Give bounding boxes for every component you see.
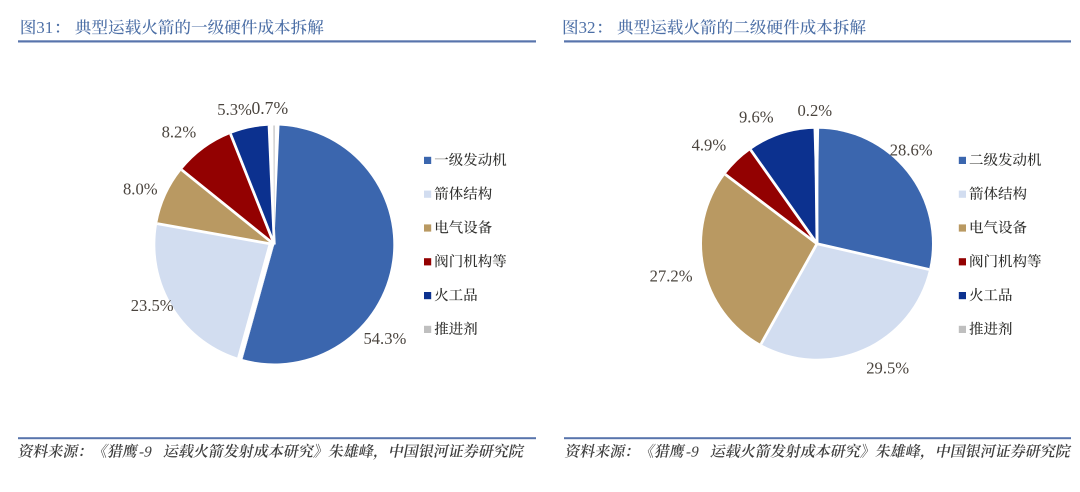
svg-text:28.6%: 28.6%: [890, 141, 933, 160]
svg-text:8.2%: 8.2%: [162, 123, 197, 142]
svg-text:-9: -9: [138, 444, 154, 461]
svg-text:5.3%: 5.3%: [217, 100, 252, 119]
svg-text:31: 31: [36, 18, 53, 37]
svg-text:27.2%: 27.2%: [650, 267, 693, 286]
svg-text:8.0%: 8.0%: [123, 180, 158, 199]
svg-text:32: 32: [579, 18, 596, 37]
svg-text:54.3%: 54.3%: [363, 329, 406, 348]
svg-text:0.2%: 0.2%: [798, 101, 833, 120]
svg-text:4.9%: 4.9%: [692, 136, 727, 155]
svg-text:29.5%: 29.5%: [866, 359, 909, 378]
svg-text:-9: -9: [685, 444, 701, 461]
svg-text:9.6%: 9.6%: [739, 108, 774, 127]
svg-text:23.5%: 23.5%: [131, 296, 174, 315]
svg-text:0.7%: 0.7%: [251, 98, 288, 118]
